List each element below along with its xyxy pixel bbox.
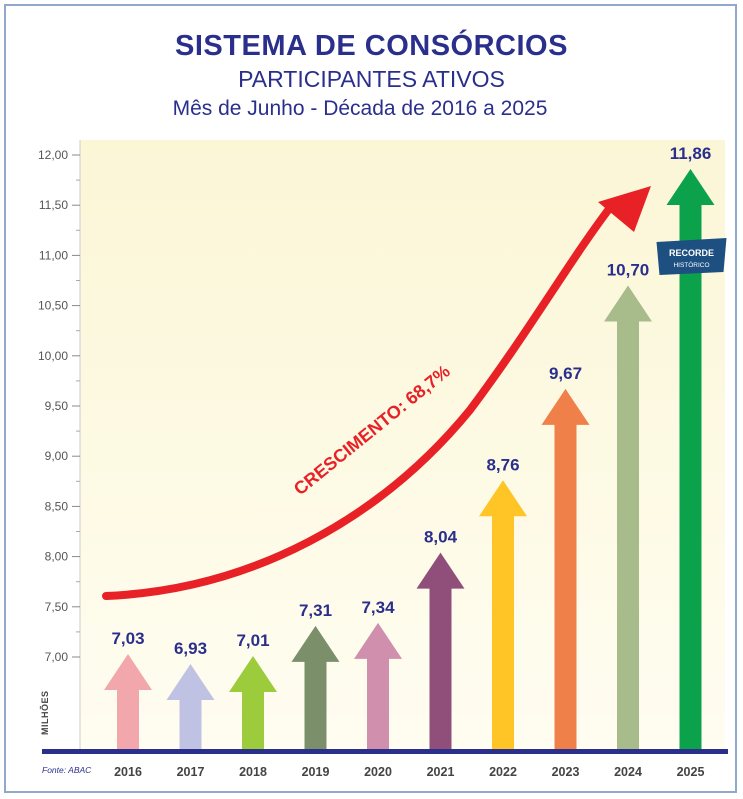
data-label: 8,04	[424, 528, 458, 547]
data-label: 7,34	[361, 598, 395, 617]
y-tick-label: 7,00	[45, 650, 69, 664]
x-tick-label: 2019	[302, 765, 330, 779]
y-tick-label: 8,50	[45, 499, 69, 513]
source-note: Fonte: ABAC	[42, 765, 92, 775]
bar-arrow-2016	[104, 653, 152, 750]
bar-arrow-2017	[166, 664, 215, 750]
bar-arrow-2025	[666, 169, 715, 750]
chart-title: SISTEMA DE CONSÓRCIOS	[175, 30, 568, 62]
y-tick-label: 7,50	[45, 600, 69, 614]
bar-arrow-2018	[229, 655, 277, 750]
x-axis-baseline	[42, 749, 728, 754]
data-label: 10,70	[607, 261, 650, 280]
x-tick-label: 2024	[614, 765, 642, 779]
chart-period: Mês de Junho - Década de 2016 a 2025	[172, 97, 548, 120]
x-tick-label: 2021	[427, 765, 455, 779]
growth-curve	[102, 201, 616, 600]
data-label: 11,86	[670, 144, 712, 163]
y-tick-label: 10,00	[38, 349, 68, 363]
x-tick-label: 2023	[552, 765, 580, 779]
data-label: 8,76	[486, 455, 519, 474]
x-tick-label: 2022	[489, 765, 517, 779]
record-badge-title: RECORDE	[669, 248, 714, 258]
chart-subtitle: PARTICIPANTES ATIVOS	[238, 66, 505, 92]
record-badge	[656, 238, 727, 275]
y-tick-label: 11,00	[39, 248, 68, 262]
x-tick-label: 2017	[177, 765, 205, 779]
bar-arrow-2020	[354, 622, 402, 750]
y-tick-label: 8,00	[45, 550, 69, 564]
data-label: 7,31	[299, 601, 332, 620]
bar-arrow-2021	[416, 552, 465, 750]
data-label: 6,93	[174, 639, 207, 658]
growth-arrowhead	[598, 186, 651, 232]
bar-arrow-2019	[291, 625, 340, 750]
record-badge-subtitle: HISTÓRICO	[673, 260, 709, 269]
x-tick-label: 2025	[677, 765, 705, 779]
bar-arrow-2023	[541, 388, 590, 750]
bar-arrow-2024	[604, 285, 652, 750]
data-label: 9,67	[549, 364, 582, 383]
y-tick-label: 12,00	[38, 148, 68, 162]
x-tick-label: 2020	[364, 765, 392, 779]
x-tick-label: 2016	[114, 765, 142, 779]
y-tick-label: 9,00	[45, 449, 69, 463]
bar-arrow-2022	[479, 480, 527, 750]
x-tick-label: 2018	[239, 765, 267, 779]
y-tick-label: 11,50	[39, 198, 68, 212]
y-tick-label: 9,50	[45, 399, 69, 413]
y-tick-label: 10,50	[38, 299, 68, 313]
data-label: 7,03	[111, 629, 144, 648]
y-axis-unit-label: MILHÕES	[40, 690, 50, 735]
data-label: 7,01	[236, 631, 269, 650]
